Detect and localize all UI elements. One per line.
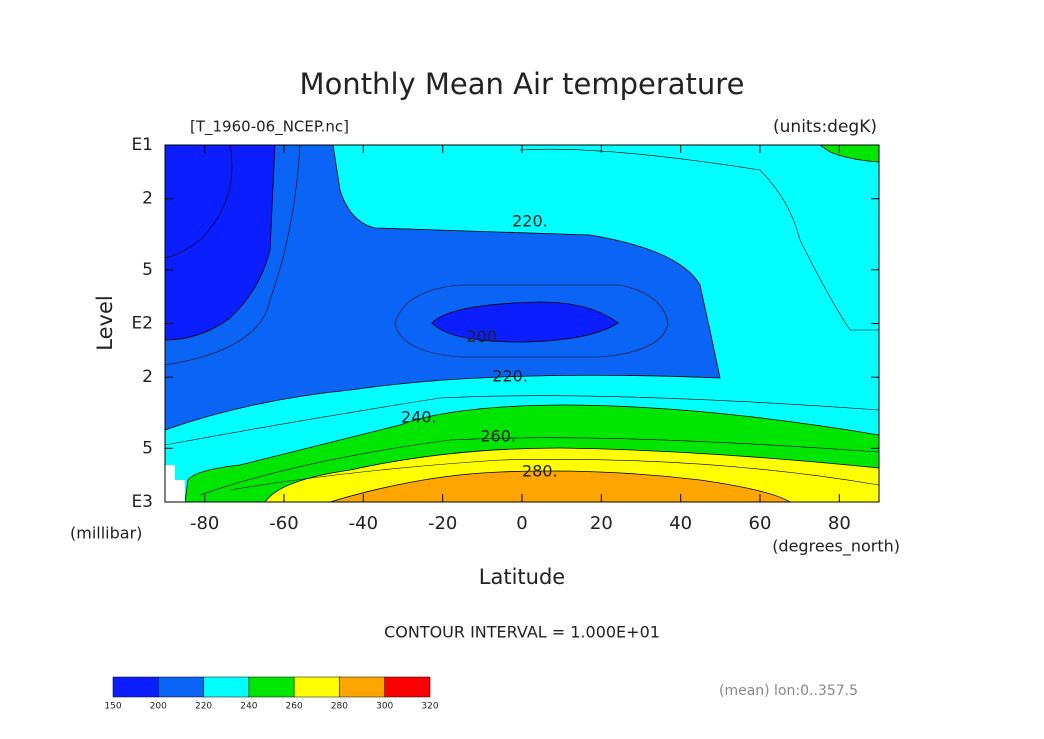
missing-data xyxy=(175,480,185,502)
x-tick-label: -20 xyxy=(428,513,457,534)
contour-label: 280. xyxy=(522,461,558,480)
x-tick-label: -60 xyxy=(269,513,298,534)
x-axis-title: Latitude xyxy=(479,565,565,589)
contour-label: 220. xyxy=(492,367,528,386)
y-units: (millibar) xyxy=(70,524,142,543)
y-tick-label: E1 xyxy=(131,135,153,155)
file-label: [T_1960-06_NCEP.nc] xyxy=(190,118,349,137)
colorbar-label: 260 xyxy=(286,702,303,712)
plot-area xyxy=(164,144,880,503)
colorbar-label: 300 xyxy=(376,702,393,712)
band-280 xyxy=(329,470,792,503)
y-axis-title: Level xyxy=(93,295,117,350)
x-units: (degrees_north) xyxy=(772,537,900,557)
band-150 xyxy=(431,301,619,343)
contour-label: 200. xyxy=(467,327,503,346)
colorbar-label: 240 xyxy=(240,702,257,712)
y-tick-label: 2 xyxy=(142,189,153,209)
colorbar-label: 280 xyxy=(331,702,348,712)
missing-data xyxy=(165,465,175,502)
units-label: (units:degK) xyxy=(773,117,877,137)
colorbar-label: 220 xyxy=(195,702,212,712)
x-tick-label: 60 xyxy=(749,513,772,534)
contour-lines xyxy=(164,144,880,496)
y-tick-label: 5 xyxy=(142,438,153,458)
contour-label: 220. xyxy=(512,211,548,230)
colorbar-swatch xyxy=(248,676,295,698)
colorbar-swatch xyxy=(203,676,250,698)
colorbar-swatch xyxy=(339,676,385,698)
x-tick-label: -80 xyxy=(190,513,219,534)
band-150 xyxy=(164,144,276,341)
chart-title: Monthly Mean Air temperature xyxy=(300,67,745,101)
x-tick-label: -40 xyxy=(349,513,378,534)
y-tick-label: E2 xyxy=(131,314,153,334)
y-tick-label: 5 xyxy=(142,260,153,280)
colorbar-label: 320 xyxy=(421,702,438,712)
x-tick-label: 40 xyxy=(669,513,692,534)
colorbar-swatch xyxy=(384,676,431,698)
x-tick-label: 20 xyxy=(590,513,613,534)
colorbar-swatch xyxy=(112,676,159,698)
colorbar-swatch xyxy=(158,676,204,698)
colorbar-label: 150 xyxy=(104,702,121,712)
colorbar-swatch xyxy=(293,676,340,698)
footnote: (mean) lon:0..357.5 xyxy=(719,683,858,699)
x-tick-label: 80 xyxy=(828,513,851,534)
y-tick-label: 2 xyxy=(142,367,153,387)
contour-label: 240. xyxy=(401,407,437,426)
colorbar-label: 200 xyxy=(150,702,167,712)
contour-interval: CONTOUR INTERVAL = 1.000E+01 xyxy=(384,623,660,642)
y-tick-label: E3 xyxy=(131,492,153,512)
contour-label: 260. xyxy=(480,426,516,445)
x-tick-label: 0 xyxy=(516,513,527,534)
